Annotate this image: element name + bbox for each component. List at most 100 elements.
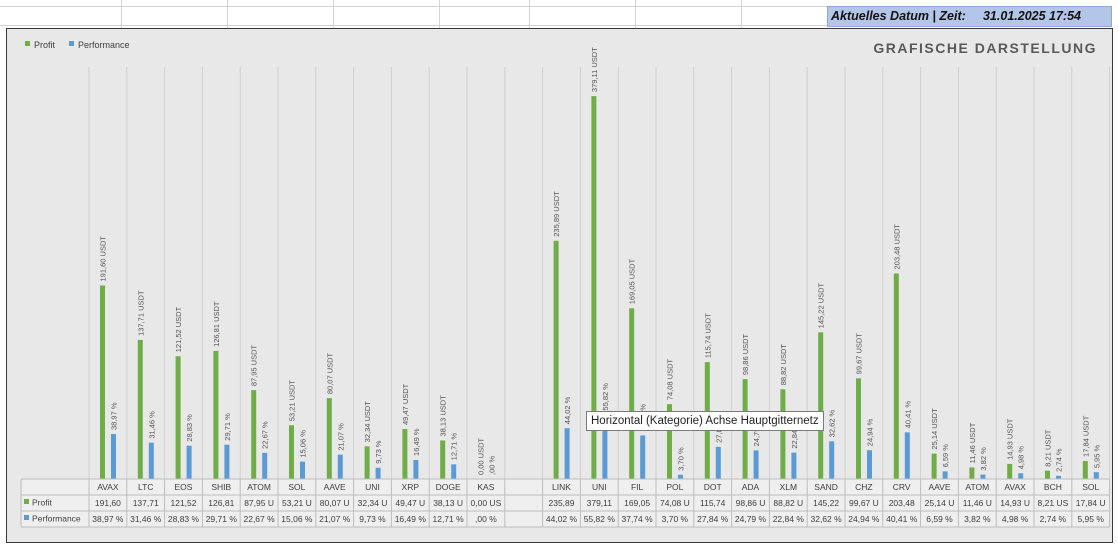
table-cell-profit: 53,21 U <box>282 498 312 508</box>
performance-bar[interactable] <box>829 441 835 479</box>
category-tick-label: ATOM <box>247 482 271 492</box>
performance-bar[interactable] <box>148 442 154 479</box>
table-cell-performance: ,00 % <box>475 514 497 524</box>
profit-bar[interactable] <box>780 389 786 479</box>
table-cell-profit: 25,14 U <box>925 498 955 508</box>
profit-bar[interactable] <box>402 429 408 479</box>
profit-bar[interactable] <box>1007 463 1013 479</box>
gridline-tooltip: Horizontal (Kategorie) Achse Hauptgitter… <box>586 411 824 431</box>
profit-bar[interactable] <box>818 332 824 479</box>
profit-bar[interactable] <box>1082 460 1088 479</box>
performance-bar[interactable] <box>224 444 230 479</box>
performance-data-label: 9,73 % <box>374 440 383 464</box>
profit-bar[interactable] <box>591 96 597 479</box>
performance-bar[interactable] <box>678 474 683 479</box>
category-tick-label: SOL <box>288 482 305 492</box>
performance-bar[interactable] <box>791 452 797 479</box>
performance-bar[interactable] <box>564 428 570 479</box>
table-cell-performance: 29,71 % <box>206 514 238 524</box>
table-cell-profit: 126,81 <box>208 498 234 508</box>
profit-bar[interactable] <box>137 339 143 479</box>
performance-bar[interactable] <box>451 464 457 479</box>
category-tick-label: FIL <box>631 482 644 492</box>
profit-data-label: 145,22 USDT <box>817 282 826 328</box>
table-cell-performance: 21,07 % <box>319 514 351 524</box>
performance-bar[interactable] <box>904 432 910 479</box>
profit-data-label: 203,48 USDT <box>892 224 901 270</box>
profit-bar[interactable] <box>175 356 181 479</box>
performance-bar[interactable] <box>413 459 419 479</box>
profit-bar[interactable] <box>364 446 370 479</box>
table-cell-profit: 49,47 U <box>395 498 425 508</box>
profit-bar[interactable] <box>667 404 672 479</box>
performance-bar[interactable] <box>262 452 268 479</box>
current-date-cell[interactable]: Aktuelles Datum | Zeit: 31.01.2025 17:54 <box>827 6 1112 27</box>
performance-bar[interactable] <box>1018 473 1024 479</box>
bar-chart[interactable]: Profit Performance GRAFISCHE DARSTELLUNG … <box>7 29 1112 542</box>
table-cell-profit: 235,89 <box>549 498 575 508</box>
table-cell-profit: 11,46 U <box>963 498 992 508</box>
performance-data-label: 32,62 % <box>828 409 837 437</box>
profit-bar[interactable] <box>289 425 294 479</box>
profit-bar[interactable] <box>893 273 899 479</box>
profit-bar[interactable] <box>629 308 635 479</box>
table-cell-performance: 27,84 % <box>697 514 729 524</box>
table-cell-performance: 44,02 % <box>546 514 578 524</box>
category-tick-label: AVAX <box>97 482 119 492</box>
performance-bar[interactable] <box>980 474 986 479</box>
performance-data-label: 38,97 % <box>110 402 119 430</box>
profit-bar[interactable] <box>213 350 219 479</box>
performance-data-label: 4,98 % <box>1017 446 1026 470</box>
performance-bar[interactable] <box>111 434 116 479</box>
profit-data-label: 126,81 USDT <box>212 301 221 347</box>
performance-bar[interactable] <box>602 414 608 479</box>
table-cell-performance: 15,06 % <box>281 514 313 524</box>
table-cell-performance: 2,74 % <box>1040 514 1067 524</box>
table-cell-performance: 22,67 % <box>243 514 275 524</box>
chart-area[interactable]: Profit Performance GRAFISCHE DARSTELLUNG … <box>6 28 1113 543</box>
profit-bar[interactable] <box>251 390 257 479</box>
performance-bar[interactable] <box>300 461 305 479</box>
table-cell-performance: 3,82 % <box>964 514 991 524</box>
table-cell-performance: 5,95 % <box>1077 514 1104 524</box>
profit-bar[interactable] <box>326 398 332 479</box>
performance-bar[interactable] <box>375 467 381 479</box>
performance-data-label: 12,71 % <box>450 432 459 460</box>
performance-bar[interactable] <box>640 435 646 479</box>
performance-data-label: 22,84 % <box>790 421 799 449</box>
table-cell-profit: 145,22 <box>813 498 839 508</box>
table-cell-performance: 16,49 % <box>395 514 427 524</box>
performance-bar[interactable] <box>715 446 721 479</box>
table-cell-performance: 28,83 % <box>168 514 200 524</box>
profit-data-label: 38,13 USDT <box>439 395 448 437</box>
performance-bar[interactable] <box>186 445 192 479</box>
profit-bar[interactable] <box>553 240 559 479</box>
performance-bar[interactable] <box>867 450 872 479</box>
profit-bar[interactable] <box>100 285 105 479</box>
performance-data-label: 3,70 % <box>677 447 686 471</box>
legend-label-profit: Profit <box>34 40 56 50</box>
category-tick-label: AAVE <box>928 482 950 492</box>
profit-bar[interactable] <box>969 467 975 479</box>
performance-bar[interactable] <box>1093 472 1099 479</box>
profit-bar[interactable] <box>440 440 446 479</box>
category-tick-label: SOL <box>1082 482 1099 492</box>
profit-bar[interactable] <box>1045 470 1050 479</box>
performance-bar[interactable] <box>1056 475 1061 479</box>
performance-data-label: ,00 % <box>488 455 497 475</box>
category-tick-label: XLM <box>780 482 797 492</box>
profit-bar[interactable] <box>856 378 861 479</box>
category-tick-label: LINK <box>552 482 571 492</box>
profit-data-label: 17,84 USDT <box>1081 415 1090 457</box>
performance-bar[interactable] <box>337 454 343 479</box>
category-tick-label: ATOM <box>965 482 989 492</box>
performance-bar[interactable] <box>753 450 759 479</box>
table-cell-profit: 99,67 U <box>849 498 879 508</box>
performance-bar[interactable] <box>942 471 948 479</box>
category-tick-label: KAS <box>477 482 494 492</box>
table-cell-profit: 0,00 US <box>471 498 502 508</box>
profit-data-label: 235,89 USDT <box>552 191 561 237</box>
table-cell-profit: 14,93 U <box>1000 498 1030 508</box>
profit-data-label: 99,67 USDT <box>855 333 864 375</box>
profit-bar[interactable] <box>931 453 937 479</box>
